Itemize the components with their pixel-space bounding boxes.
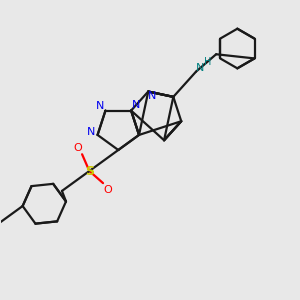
Text: O: O [73,143,82,153]
Text: N: N [196,63,204,73]
Text: O: O [103,184,112,194]
Text: N: N [132,100,140,110]
Text: N: N [96,100,105,111]
Text: S: S [85,164,94,178]
Text: N: N [148,92,156,101]
Text: H: H [204,57,211,67]
Text: N: N [86,127,95,137]
